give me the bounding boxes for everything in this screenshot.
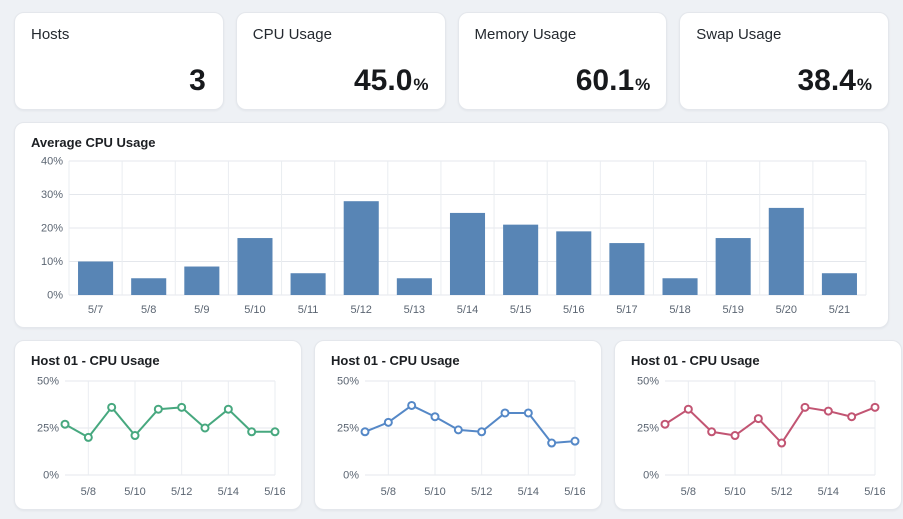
average-cpu-usage-card: Average CPU Usage 0% 10% 20% 30% 40% 5/7 5/8 5/… [14,122,889,328]
svg-text:5/8: 5/8 [381,486,396,498]
svg-text:5/12: 5/12 [171,486,192,498]
host-cpu-line-chart-2: 0% 25% 50% 5/8 5/10 5/12 5/14 5/16 [337,376,585,499]
stat-card-memory-usage: Memory Usage 60.1% [457,12,668,110]
svg-text:5/20: 5/20 [776,304,797,316]
svg-text:5/18: 5/18 [669,304,690,316]
svg-text:5/16: 5/16 [264,486,285,498]
host-cpu-line-chart-1: 0% 25% 50% 5/8 5/10 5/12 5/14 5/16 [37,376,285,499]
stat-value-memory: 60.1% [475,66,651,96]
svg-text:5/21: 5/21 [829,304,850,316]
svg-text:0%: 0% [643,470,659,482]
svg-text:5/10: 5/10 [124,486,145,498]
stat-cards-row: Hosts 3 CPU Usage 45.0% Memory Usage 60.… [14,12,889,110]
host-cpu-card-2: Host 01 - CPU Usage 0% 25% 50% 5/8 5/10 5/12 5… [314,340,602,510]
svg-text:50%: 50% [337,376,359,388]
average-cpu-usage-bar-chart: 0% 10% 20% 30% 40% 5/7 5/8 5/9 5/10 5/11 5/12 5/13 5… [41,156,867,316]
stat-label-swap: Swap Usage [696,26,782,43]
stat-value-swap: 38.4% [696,66,872,96]
average-cpu-usage-title: Average CPU Usage [31,135,156,150]
svg-text:5/14: 5/14 [218,486,239,498]
svg-text:5/11: 5/11 [298,304,319,316]
svg-text:0%: 0% [343,470,359,482]
svg-text:5/7: 5/7 [88,304,103,316]
svg-text:5/10: 5/10 [724,486,745,498]
stat-label-cpu: CPU Usage [252,26,332,43]
svg-text:5/12: 5/12 [771,486,792,498]
host-cpu-line-chart-3: 0% 25% 50% 5/8 5/10 5/12 5/14 5/16 [637,376,885,499]
svg-text:0%: 0% [47,290,63,302]
svg-text:5/13: 5/13 [404,304,425,316]
svg-text:50%: 50% [37,376,59,388]
svg-text:5/14: 5/14 [518,486,539,498]
svg-text:25%: 25% [37,423,59,435]
svg-text:5/16: 5/16 [564,486,585,498]
stat-card-swap-usage: Swap Usage 38.4% [679,12,889,110]
svg-text:5/8: 5/8 [81,486,96,498]
svg-text:5/8: 5/8 [681,486,696,498]
svg-text:5/10: 5/10 [244,304,265,316]
stat-number: 45.0 [353,64,413,97]
stat-label-hosts: Hosts [31,26,70,43]
svg-text:5/8: 5/8 [141,304,156,316]
svg-text:25%: 25% [337,423,359,435]
svg-text:5/16: 5/16 [864,486,885,498]
stat-label-memory: Memory Usage [474,26,577,43]
host-cpu-title-2: Host 01 - CPU Usage [331,353,460,368]
stat-number: 60.1 [575,64,635,97]
stat-value-hosts: 3 [31,66,207,96]
svg-text:5/14: 5/14 [818,486,839,498]
svg-text:40%: 40% [41,156,63,168]
svg-text:5/16: 5/16 [563,304,584,316]
svg-text:5/15: 5/15 [510,304,531,316]
host-cpu-card-3: Host 01 - CPU Usage 0% 25% 50% 5/8 5/10 5/12 5… [614,340,902,510]
svg-text:5/19: 5/19 [722,304,743,316]
svg-text:0%: 0% [43,470,59,482]
host-cpu-title-3: Host 01 - CPU Usage [631,353,760,368]
stat-card-cpu-usage: CPU Usage 45.0% [235,12,446,110]
svg-text:10%: 10% [41,256,63,268]
host-cpu-card-1: Host 01 - CPU Usage 0% 25% 50% 5/8 5/10 5/12 5… [14,340,302,510]
svg-text:5/10: 5/10 [424,486,445,498]
svg-text:5/12: 5/12 [471,486,492,498]
svg-text:5/17: 5/17 [616,304,637,316]
svg-text:20%: 20% [41,223,63,235]
svg-text:50%: 50% [637,376,659,388]
host-cpu-title-1: Host 01 - CPU Usage [31,353,160,368]
host-charts-row: Host 01 - CPU Usage 0% 25% 50% 5/8 5/10 5/12 5… [14,340,902,510]
stat-suffix: % [635,75,651,94]
stat-suffix: % [413,75,429,94]
stat-number: 38.4 [797,64,856,97]
svg-text:5/14: 5/14 [457,304,478,316]
stat-suffix: % [856,75,872,94]
stat-card-hosts: Hosts 3 [14,12,224,110]
svg-text:30%: 30% [41,189,63,201]
svg-text:25%: 25% [637,423,659,435]
stat-value-cpu: 45.0% [253,66,429,96]
stat-number: 3 [189,64,206,97]
svg-text:5/9: 5/9 [194,304,209,316]
svg-text:5/12: 5/12 [351,304,372,316]
